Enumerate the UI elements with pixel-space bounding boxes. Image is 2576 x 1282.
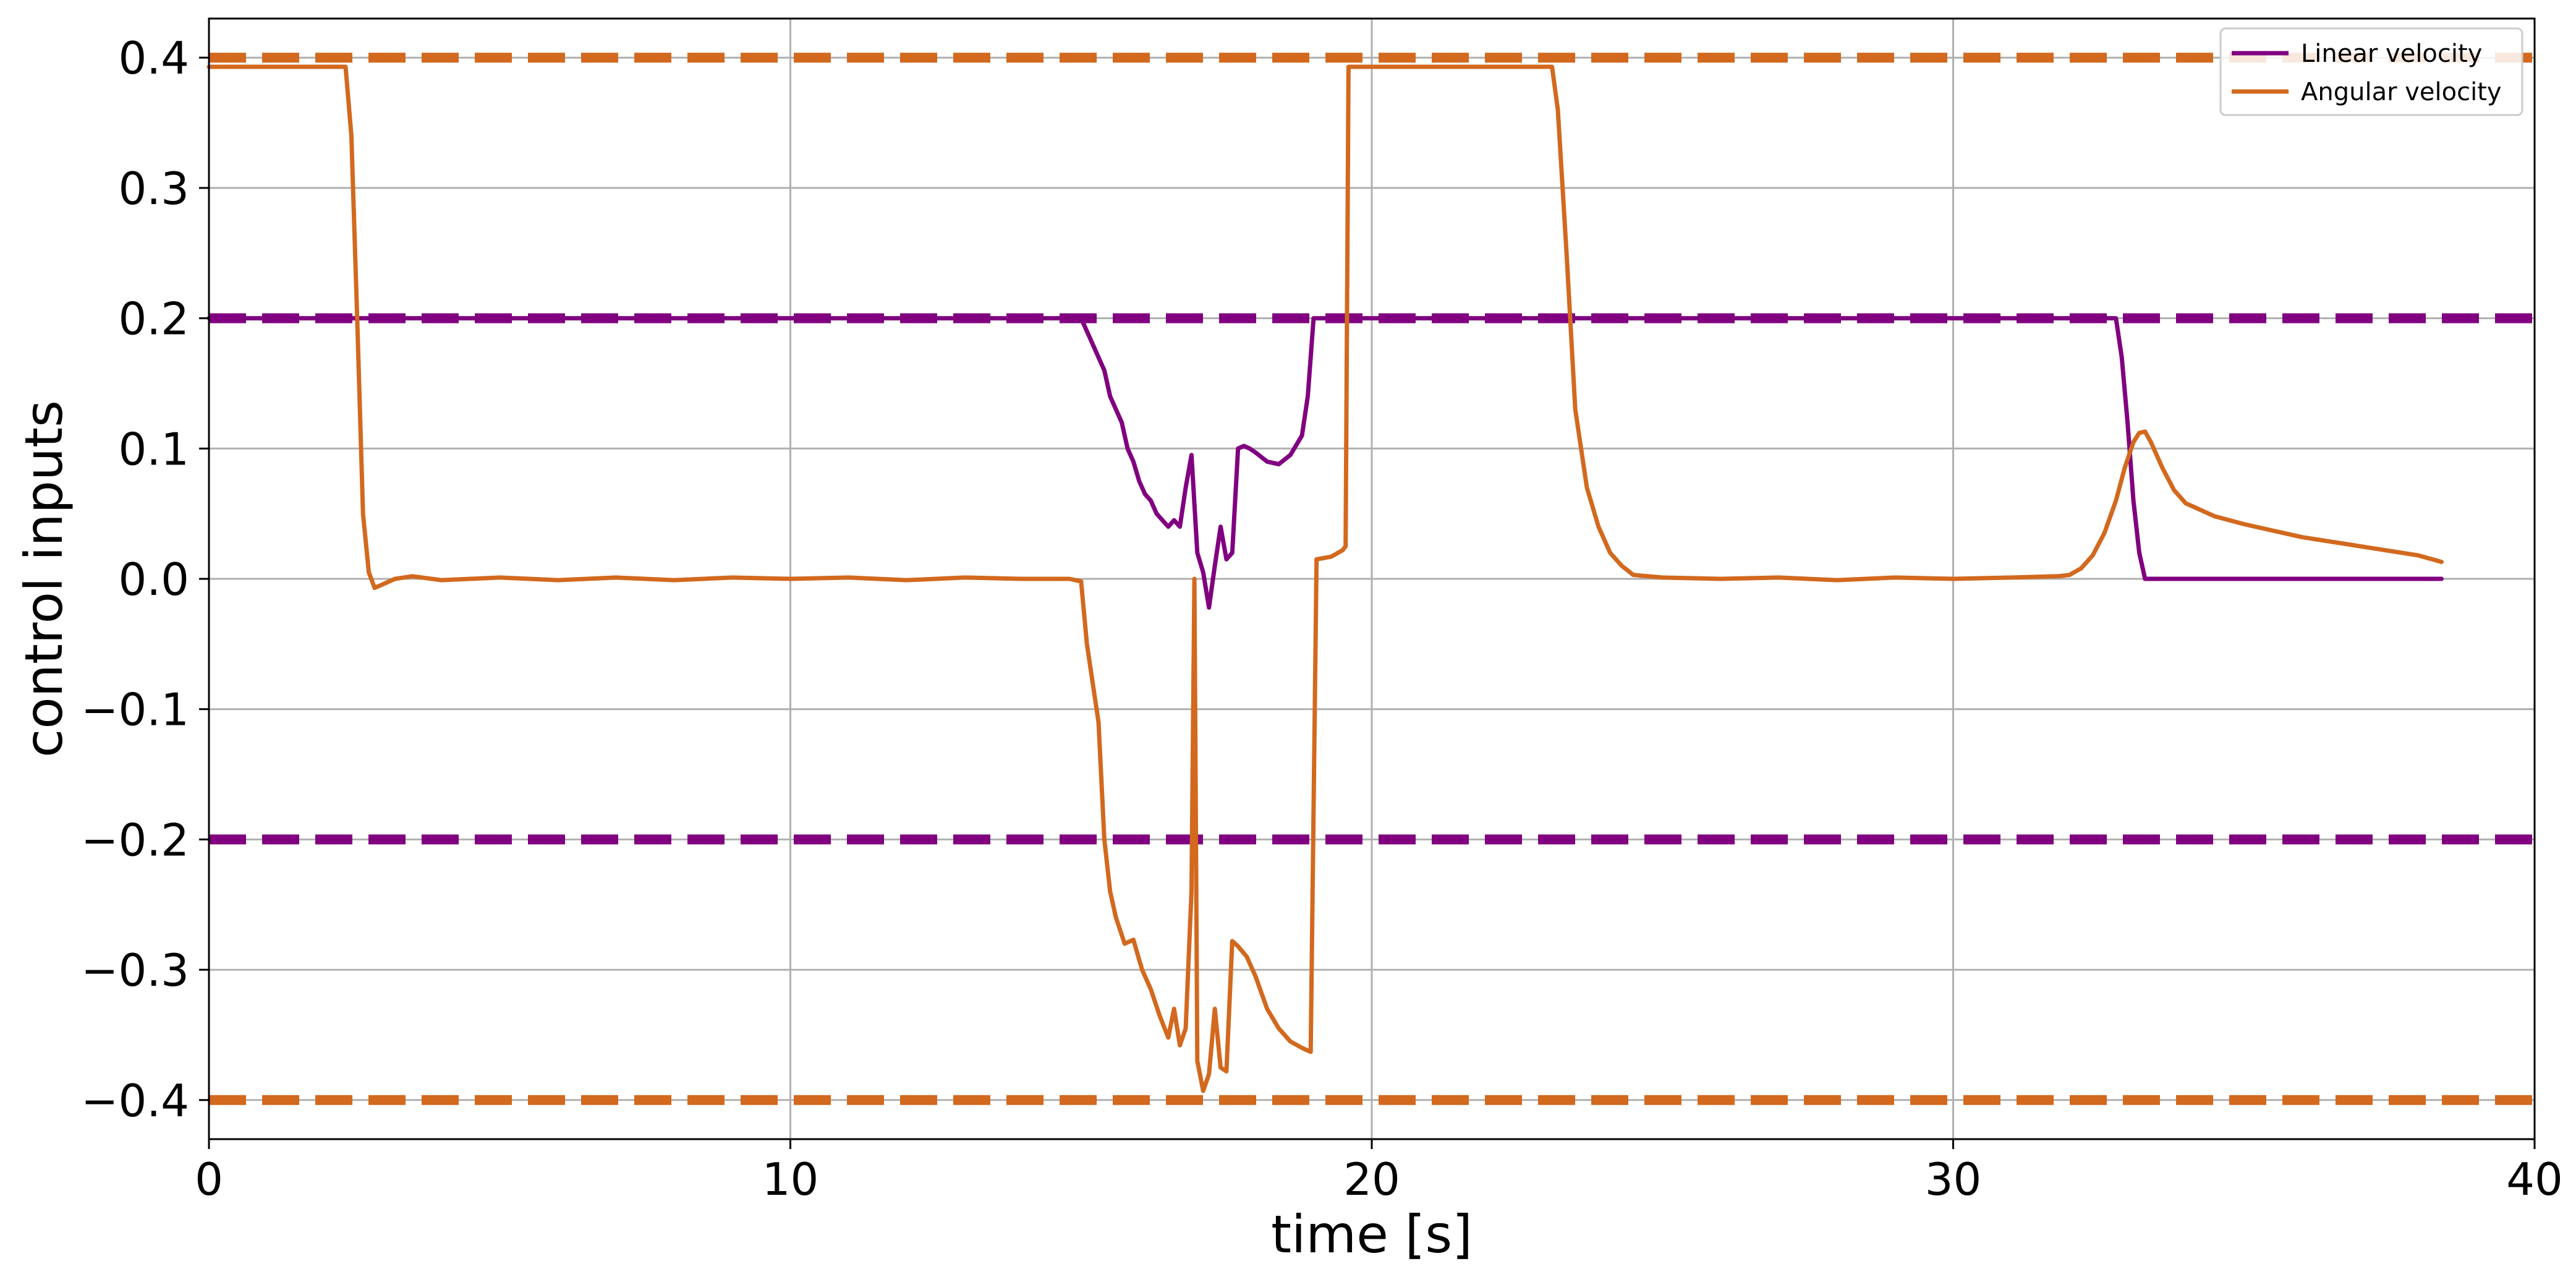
y-tick-label-2: −0.2	[81, 814, 189, 866]
y-tick-label-0: −0.4	[81, 1075, 189, 1127]
legend-label-angular-velocity: Angular velocity	[2301, 78, 2502, 106]
series-line-1	[206, 64, 2444, 1093]
y-tick-label-1: −0.3	[81, 944, 189, 996]
x-axis-ticks: 0 10 20 30 40	[195, 1139, 2563, 1205]
y-axis-ticks: −0.4 −0.3 −0.2 −0.1 0.0 0.1 0.2 0.3 0.4	[81, 32, 209, 1127]
y-tick-label-3: −0.1	[81, 684, 189, 736]
x-tick-label-2: 20	[1343, 1153, 1400, 1205]
y-tick-label-7: 0.3	[118, 163, 189, 215]
y-tick-label-6: 0.2	[118, 293, 189, 345]
x-tick-label-0: 0	[195, 1153, 223, 1205]
y-tick-label-5: 0.1	[118, 423, 189, 475]
y-tick-label-8: 0.4	[118, 32, 189, 84]
x-tick-label-1: 10	[762, 1153, 819, 1205]
x-axis-label: time [s]	[1271, 1204, 1473, 1265]
legend: Linear velocity Angular velocity	[2219, 27, 2523, 116]
y-tick-label-4: 0.0	[118, 553, 189, 605]
legend-label-linear-velocity: Linear velocity	[2301, 40, 2482, 68]
x-tick-label-4: 40	[2506, 1153, 2563, 1205]
series-line-0	[206, 316, 2444, 610]
y-axis-label: control inputs	[14, 400, 74, 758]
series-lines	[206, 64, 2444, 1093]
legend-box	[2219, 27, 2523, 116]
x-tick-label-3: 30	[1925, 1153, 1982, 1205]
